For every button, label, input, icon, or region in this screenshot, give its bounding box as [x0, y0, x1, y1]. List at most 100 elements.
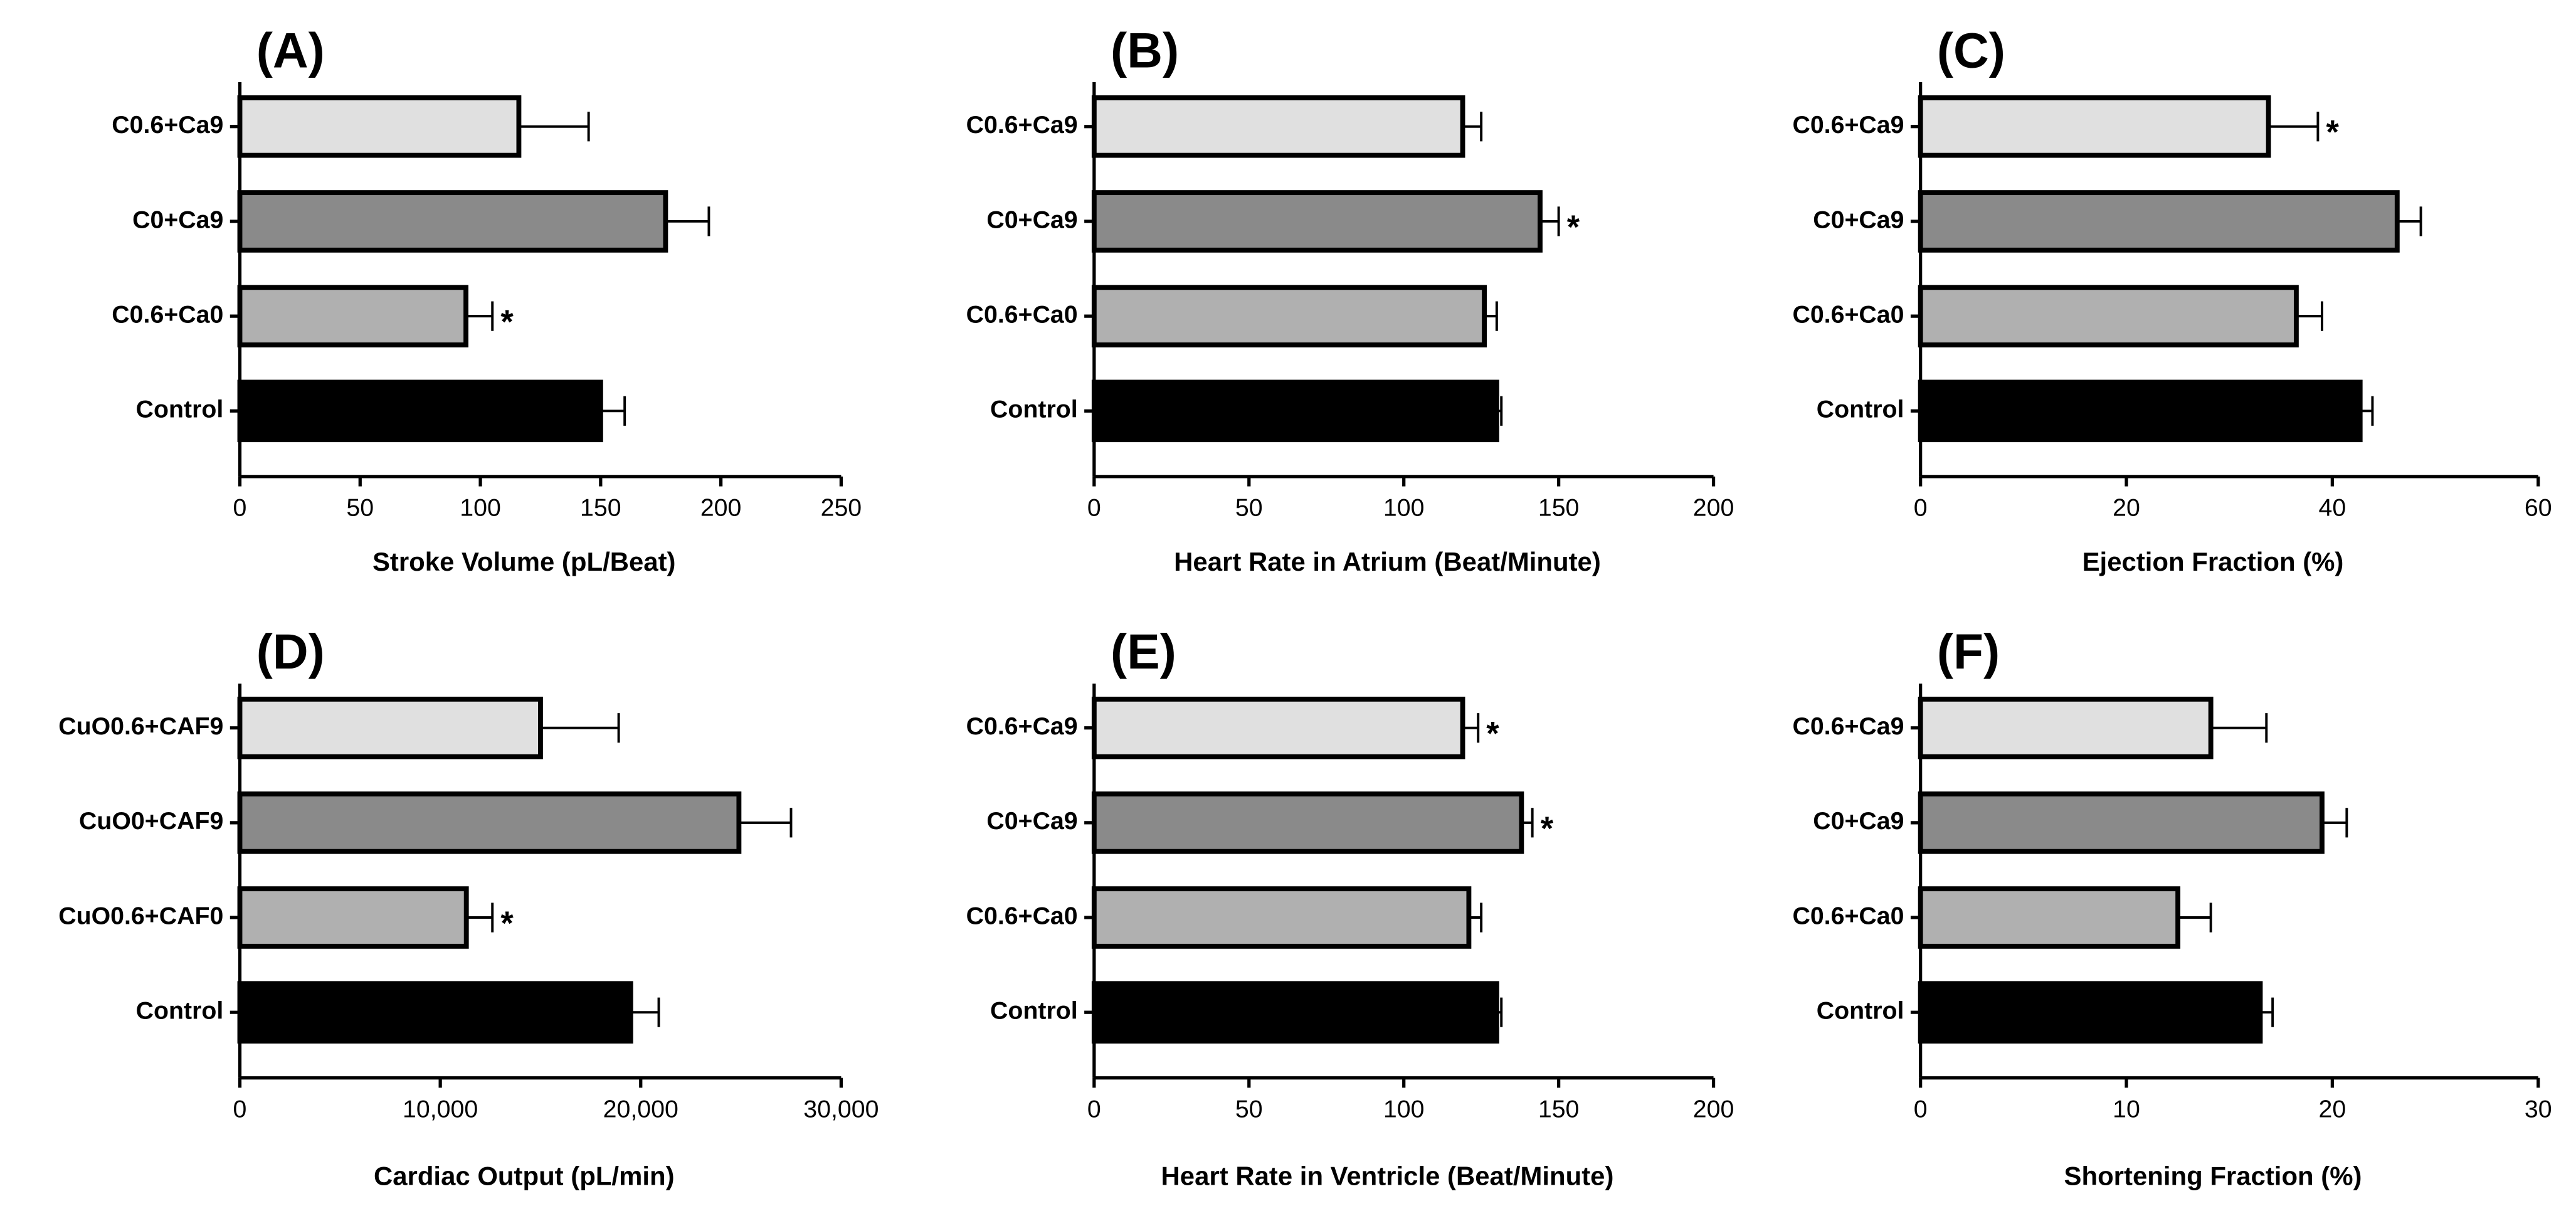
bar	[1918, 379, 2363, 443]
bar	[1091, 285, 1487, 347]
bar	[1091, 791, 1524, 854]
x-tick-label: 0	[1914, 494, 1928, 522]
bar	[1918, 95, 2271, 158]
category-label: C0.6+Ca9	[966, 712, 1078, 740]
error-bar	[2268, 112, 2320, 142]
x-tick-label: 200	[1693, 1095, 1734, 1123]
x-tick-label: 0	[233, 1095, 247, 1123]
error-bar	[540, 713, 620, 743]
bar	[1918, 886, 2181, 949]
significance-marker: *	[1486, 716, 1499, 753]
category-label: CuO0.6+CAF9	[58, 712, 223, 740]
bar	[1091, 379, 1499, 443]
bar	[237, 95, 522, 158]
error-bar	[739, 808, 793, 838]
bar	[1091, 886, 1472, 949]
significance-marker: *	[1541, 811, 1554, 847]
error-bar	[2296, 301, 2323, 331]
bar	[1918, 791, 2325, 854]
x-tick-label: 0	[233, 494, 247, 522]
bar	[1918, 190, 2400, 253]
category-label: C0.6+Ca0	[966, 902, 1078, 929]
error-bar	[1539, 206, 1560, 236]
panel-title: (F)	[1937, 624, 2000, 679]
category-label: Control	[136, 396, 224, 423]
category-label: C0.6+Ca9	[112, 111, 223, 139]
x-tick-label: 100	[1383, 1095, 1425, 1123]
x-tick-label: 150	[580, 494, 621, 522]
x-tick-label: 40	[2319, 494, 2346, 522]
category-label: C0+Ca9	[132, 206, 223, 233]
x-tick-label: 20	[2319, 1095, 2346, 1123]
x-tick-label: 100	[1383, 494, 1425, 522]
x-tick-label: 50	[346, 494, 374, 522]
x-tick-label: 20	[2113, 494, 2140, 522]
x-tick-label: 10,000	[403, 1095, 478, 1123]
bar	[1091, 696, 1465, 759]
category-label: Control	[990, 396, 1078, 423]
bar	[1918, 285, 2299, 347]
error-bar	[1469, 902, 1483, 933]
error-bar	[2397, 206, 2422, 236]
bar	[1918, 696, 2214, 759]
bar	[237, 696, 543, 759]
category-label: C0+Ca9	[986, 206, 1077, 233]
bar	[237, 379, 603, 443]
x-tick-label: 250	[821, 494, 862, 522]
category-label: Control	[136, 997, 224, 1025]
category-label: C0.6+Ca9	[1792, 712, 1904, 740]
x-axis-label: Heart Rate in Ventricle (Beat/Minute)	[1161, 1161, 1614, 1191]
error-bar	[2360, 396, 2374, 426]
x-tick-label: 200	[1693, 494, 1734, 522]
category-label: Control	[1817, 997, 1904, 1025]
x-tick-label: 0	[1087, 494, 1101, 522]
error-bar	[1521, 808, 1534, 838]
category-label: C0.6+Ca9	[966, 111, 1078, 139]
category-label: Control	[1817, 396, 1904, 423]
error-bar	[2321, 808, 2348, 838]
significance-marker: *	[500, 304, 514, 341]
category-label: C0.6+Ca0	[1792, 902, 1904, 929]
significance-marker: *	[1567, 209, 1580, 246]
error-bar	[630, 997, 660, 1027]
bar	[1091, 95, 1465, 158]
panel-title: (A)	[256, 23, 325, 78]
bar	[237, 285, 468, 347]
bar	[237, 886, 469, 949]
error-bar	[466, 301, 494, 331]
category-label: CuO0+CAF9	[79, 807, 223, 835]
x-tick-label: 0	[1087, 1095, 1101, 1123]
x-axis-label: Shortening Fraction (%)	[2064, 1161, 2362, 1191]
error-bar	[1462, 713, 1480, 743]
panel-title: (D)	[256, 624, 325, 679]
x-tick-label: 30	[2525, 1095, 2552, 1123]
bar	[237, 791, 742, 854]
x-tick-label: 50	[1235, 1095, 1263, 1123]
panel-title: (E)	[1111, 624, 1176, 679]
error-bar	[600, 396, 626, 426]
x-tick-label: 0	[1914, 1095, 1928, 1123]
error-bar	[2178, 902, 2212, 933]
x-tick-label: 200	[700, 494, 742, 522]
error-bar	[519, 112, 590, 142]
category-label: C0.6+Ca0	[966, 301, 1078, 329]
x-tick-label: 30,000	[803, 1095, 879, 1123]
bar	[237, 981, 633, 1044]
category-label: C0.6+Ca9	[1792, 111, 1904, 139]
category-label: Control	[990, 997, 1078, 1025]
x-tick-label: 150	[1538, 494, 1580, 522]
x-axis-label: Stroke Volume (pL/Beat)	[372, 547, 676, 576]
x-tick-label: 20,000	[603, 1095, 678, 1123]
error-bar	[1496, 997, 1503, 1027]
x-tick-label: 50	[1235, 494, 1263, 522]
significance-marker: *	[500, 906, 514, 942]
significance-marker: *	[2326, 115, 2339, 151]
error-bar	[466, 902, 494, 933]
category-label: C0+Ca9	[1813, 206, 1904, 233]
x-axis-label: Cardiac Output (pL/min)	[374, 1161, 675, 1191]
category-label: C0.6+Ca0	[1792, 301, 1904, 329]
category-label: C0+Ca9	[986, 807, 1077, 835]
category-label: C0+Ca9	[1813, 807, 1904, 835]
